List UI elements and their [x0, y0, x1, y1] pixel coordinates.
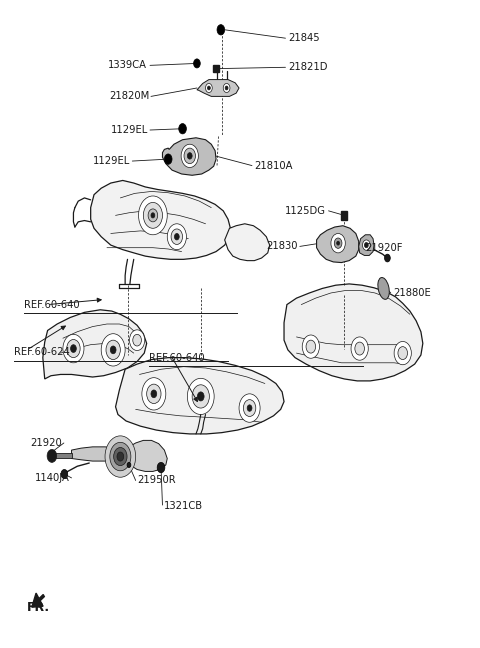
Polygon shape	[317, 226, 359, 262]
Circle shape	[151, 390, 157, 398]
Text: 21845: 21845	[288, 33, 320, 43]
Circle shape	[331, 233, 345, 253]
Circle shape	[144, 202, 162, 228]
Circle shape	[139, 196, 167, 235]
Text: 21920F: 21920F	[365, 243, 403, 253]
Text: REF.60-640: REF.60-640	[149, 353, 204, 363]
Circle shape	[184, 148, 195, 164]
Circle shape	[110, 346, 116, 354]
Circle shape	[148, 209, 157, 222]
Text: 1129EL: 1129EL	[111, 125, 148, 135]
Circle shape	[187, 378, 214, 415]
Text: 21821D: 21821D	[288, 62, 327, 73]
Circle shape	[207, 86, 210, 90]
Circle shape	[157, 463, 165, 473]
Circle shape	[171, 229, 182, 244]
Circle shape	[398, 347, 408, 360]
Circle shape	[151, 213, 155, 218]
Circle shape	[127, 463, 131, 468]
Text: 1125DG: 1125DG	[285, 206, 326, 216]
Circle shape	[101, 334, 125, 366]
Circle shape	[362, 240, 370, 250]
Circle shape	[205, 84, 212, 93]
Circle shape	[105, 436, 136, 477]
Circle shape	[225, 86, 228, 90]
Circle shape	[197, 392, 204, 401]
Text: 1339CA: 1339CA	[108, 60, 147, 71]
Polygon shape	[162, 138, 216, 175]
Circle shape	[247, 405, 252, 411]
Bar	[341, 211, 348, 220]
Circle shape	[63, 334, 84, 363]
Text: 21810A: 21810A	[254, 161, 293, 170]
Circle shape	[187, 153, 192, 159]
Text: 1129EL: 1129EL	[93, 156, 130, 166]
Circle shape	[114, 448, 127, 466]
Circle shape	[302, 335, 320, 358]
Text: 1321CB: 1321CB	[163, 502, 203, 511]
Circle shape	[167, 224, 186, 249]
Text: 21950R: 21950R	[137, 476, 176, 485]
Circle shape	[217, 25, 225, 35]
Circle shape	[364, 242, 368, 248]
Circle shape	[193, 59, 200, 68]
Circle shape	[174, 233, 179, 240]
Circle shape	[384, 254, 390, 262]
Circle shape	[130, 330, 145, 351]
Text: FR.: FR.	[27, 601, 50, 614]
Circle shape	[334, 238, 342, 248]
Polygon shape	[51, 454, 72, 459]
Polygon shape	[284, 284, 423, 381]
Text: REF.60-624: REF.60-624	[14, 347, 70, 358]
Circle shape	[133, 334, 142, 346]
Polygon shape	[116, 358, 284, 434]
Polygon shape	[72, 447, 129, 461]
Circle shape	[355, 342, 364, 355]
Circle shape	[47, 450, 57, 463]
Circle shape	[67, 340, 80, 358]
Text: 21880E: 21880E	[393, 288, 431, 298]
Polygon shape	[43, 310, 147, 379]
Circle shape	[147, 384, 161, 404]
Text: 21820M: 21820M	[109, 91, 149, 101]
Polygon shape	[91, 180, 230, 259]
Circle shape	[394, 341, 411, 365]
Circle shape	[306, 340, 316, 353]
Circle shape	[164, 154, 172, 165]
Text: 1140JA: 1140JA	[35, 473, 70, 483]
Circle shape	[106, 340, 120, 360]
Circle shape	[142, 378, 166, 410]
Circle shape	[239, 394, 260, 422]
Polygon shape	[197, 80, 239, 97]
Circle shape	[192, 385, 209, 408]
Circle shape	[61, 470, 68, 478]
Circle shape	[110, 443, 131, 471]
Text: REF.60-640: REF.60-640	[24, 299, 79, 310]
Text: 21830: 21830	[266, 242, 298, 251]
Circle shape	[179, 124, 186, 134]
Ellipse shape	[378, 277, 389, 299]
Circle shape	[71, 345, 76, 353]
Circle shape	[336, 241, 339, 245]
FancyArrow shape	[32, 593, 44, 607]
Circle shape	[223, 84, 230, 93]
Bar	[214, 65, 219, 72]
Circle shape	[117, 452, 124, 461]
Polygon shape	[225, 224, 270, 260]
Polygon shape	[359, 235, 374, 255]
Circle shape	[243, 400, 256, 417]
Circle shape	[351, 337, 368, 360]
Circle shape	[181, 145, 198, 168]
Polygon shape	[128, 441, 167, 472]
Text: 21920: 21920	[30, 438, 62, 448]
